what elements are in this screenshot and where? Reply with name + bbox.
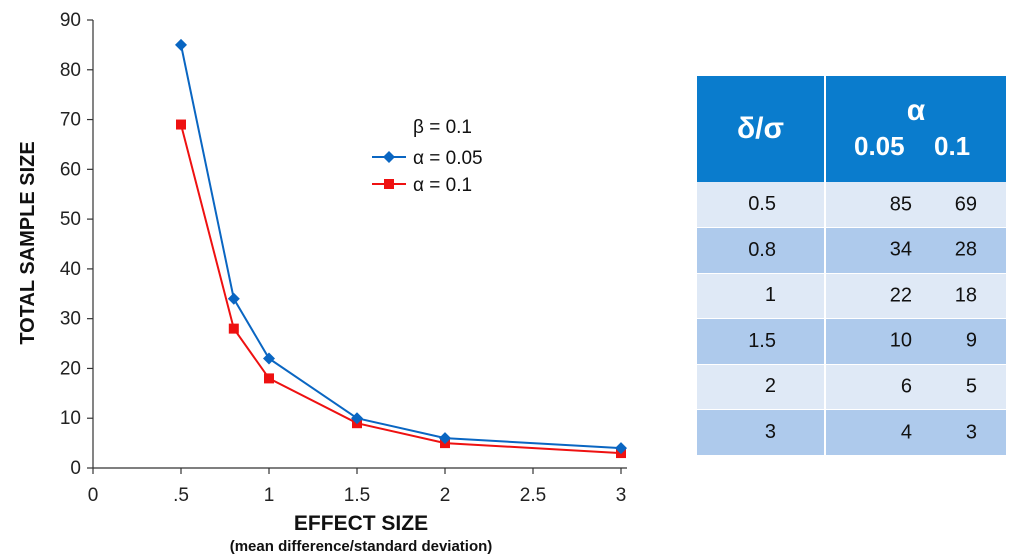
table-header: δ/σ α 0.05 0.1 xyxy=(697,76,1006,182)
series-line xyxy=(180,44,622,450)
cell-alpha-0-1: 18 xyxy=(954,284,977,307)
x-tick-label: 3 xyxy=(616,485,627,506)
data-point-diamond xyxy=(351,412,363,425)
series-alpha-0-05 xyxy=(175,38,627,455)
series-layer xyxy=(175,38,627,459)
cell-sample-sizes: 22 18 xyxy=(825,272,1006,319)
cell-alpha-0-1: 69 xyxy=(954,193,977,215)
data-point-square xyxy=(384,179,394,189)
data-point-diamond xyxy=(227,292,240,305)
x-tick-label: 1 xyxy=(264,485,275,506)
y-tick-label: 60 xyxy=(60,159,81,180)
x-tick-label: 2 xyxy=(440,485,451,506)
header-effect-size: δ/σ xyxy=(697,76,826,182)
legend-item: α = 0.1 xyxy=(372,175,472,196)
table-row: 1.5 10 9 xyxy=(697,318,1006,364)
data-point-square xyxy=(228,323,239,334)
legend-item: α = 0.05 xyxy=(372,148,483,169)
y-tick-label: 80 xyxy=(60,60,81,81)
table-row: 0.8 34 28 xyxy=(697,227,1006,273)
x-tick-label: 2.5 xyxy=(520,485,546,506)
alpha-symbol: α xyxy=(906,94,926,127)
x-axis-ticks: 0 .5 1 1.5 2 2.5 3 xyxy=(88,468,627,506)
data-point-diamond xyxy=(383,151,395,163)
legend-title: β = 0.1 xyxy=(413,117,472,138)
x-axis-subtitle: (mean difference/standard deviation) xyxy=(230,538,493,555)
table-row: 0.5 85 69 xyxy=(697,182,1006,228)
cell-effect-size: 0.5 xyxy=(697,182,826,228)
line-chart: 0 10 20 30 40 50 60 70 80 90 0 .5 1 1.5 2 2.5 3 β = 0.1… xyxy=(17,10,627,555)
cell-effect-size: 1 xyxy=(697,272,826,319)
series-alpha-0-1 xyxy=(176,119,626,459)
data-point-diamond xyxy=(615,442,627,455)
x-tick-label: 1.5 xyxy=(344,485,370,506)
cell-alpha-0-05: 34 xyxy=(889,238,912,261)
cell-alpha-0-1: 5 xyxy=(965,375,977,398)
cell-sample-sizes: 10 9 xyxy=(825,318,1006,364)
cell-alpha-0-05: 85 xyxy=(889,193,912,215)
header-alpha: α 0.05 0.1 xyxy=(825,76,1006,182)
alpha-0-1-header: 0.1 xyxy=(934,131,971,161)
data-point-diamond xyxy=(439,432,451,445)
data-point-diamond xyxy=(263,352,275,365)
y-tick-label: 20 xyxy=(60,358,81,379)
data-point-diamond xyxy=(175,38,187,51)
legend: β = 0.1 α = 0.05 α = 0.1 xyxy=(372,117,483,196)
x-tick-label: .5 xyxy=(173,485,189,506)
cell-effect-size: 1.5 xyxy=(697,318,826,364)
y-tick-label: 30 xyxy=(60,309,81,330)
x-tick-label: 0 xyxy=(88,485,99,506)
alpha-0-05-header: 0.05 xyxy=(854,131,905,161)
y-tick-label: 10 xyxy=(60,408,81,429)
y-tick-label: 0 xyxy=(70,458,81,479)
cell-sample-sizes: 85 69 xyxy=(825,182,1006,228)
legend-label: α = 0.05 xyxy=(413,148,483,169)
cell-effect-size: 0.8 xyxy=(697,227,826,273)
legend-label: α = 0.1 xyxy=(413,175,472,196)
table-row: 1 22 18 xyxy=(697,272,1006,319)
data-point-square xyxy=(264,373,274,384)
cell-alpha-0-1: 3 xyxy=(965,421,977,443)
y-tick-label: 70 xyxy=(60,110,81,131)
y-axis-ticks: 0 10 20 30 40 50 60 70 80 90 xyxy=(60,10,93,479)
cell-alpha-0-1: 28 xyxy=(954,238,977,261)
cell-alpha-0-05: 10 xyxy=(889,329,912,352)
series-line xyxy=(180,124,622,455)
cell-alpha-0-1: 9 xyxy=(965,329,977,352)
y-tick-label: 90 xyxy=(60,10,81,31)
y-tick-label: 40 xyxy=(60,259,81,280)
cell-alpha-0-05: 22 xyxy=(889,284,912,307)
cell-effect-size: 2 xyxy=(697,363,826,410)
y-axis-title: TOTAL SAMPLE SIZE xyxy=(17,141,39,344)
data-point-square xyxy=(176,119,186,130)
cell-alpha-0-05: 4 xyxy=(900,421,912,443)
cell-sample-sizes: 34 28 xyxy=(825,227,1006,273)
cell-effect-size: 3 xyxy=(697,409,826,455)
sample-size-table: δ/σ α 0.05 0.1 0.5 85 69 0.8 34 28 1 22 18 1.5 10 9… xyxy=(697,76,1006,455)
y-tick-label: 50 xyxy=(60,209,81,230)
cell-alpha-0-05: 6 xyxy=(900,375,912,398)
x-axis-title: EFFECT SIZE xyxy=(294,512,428,535)
